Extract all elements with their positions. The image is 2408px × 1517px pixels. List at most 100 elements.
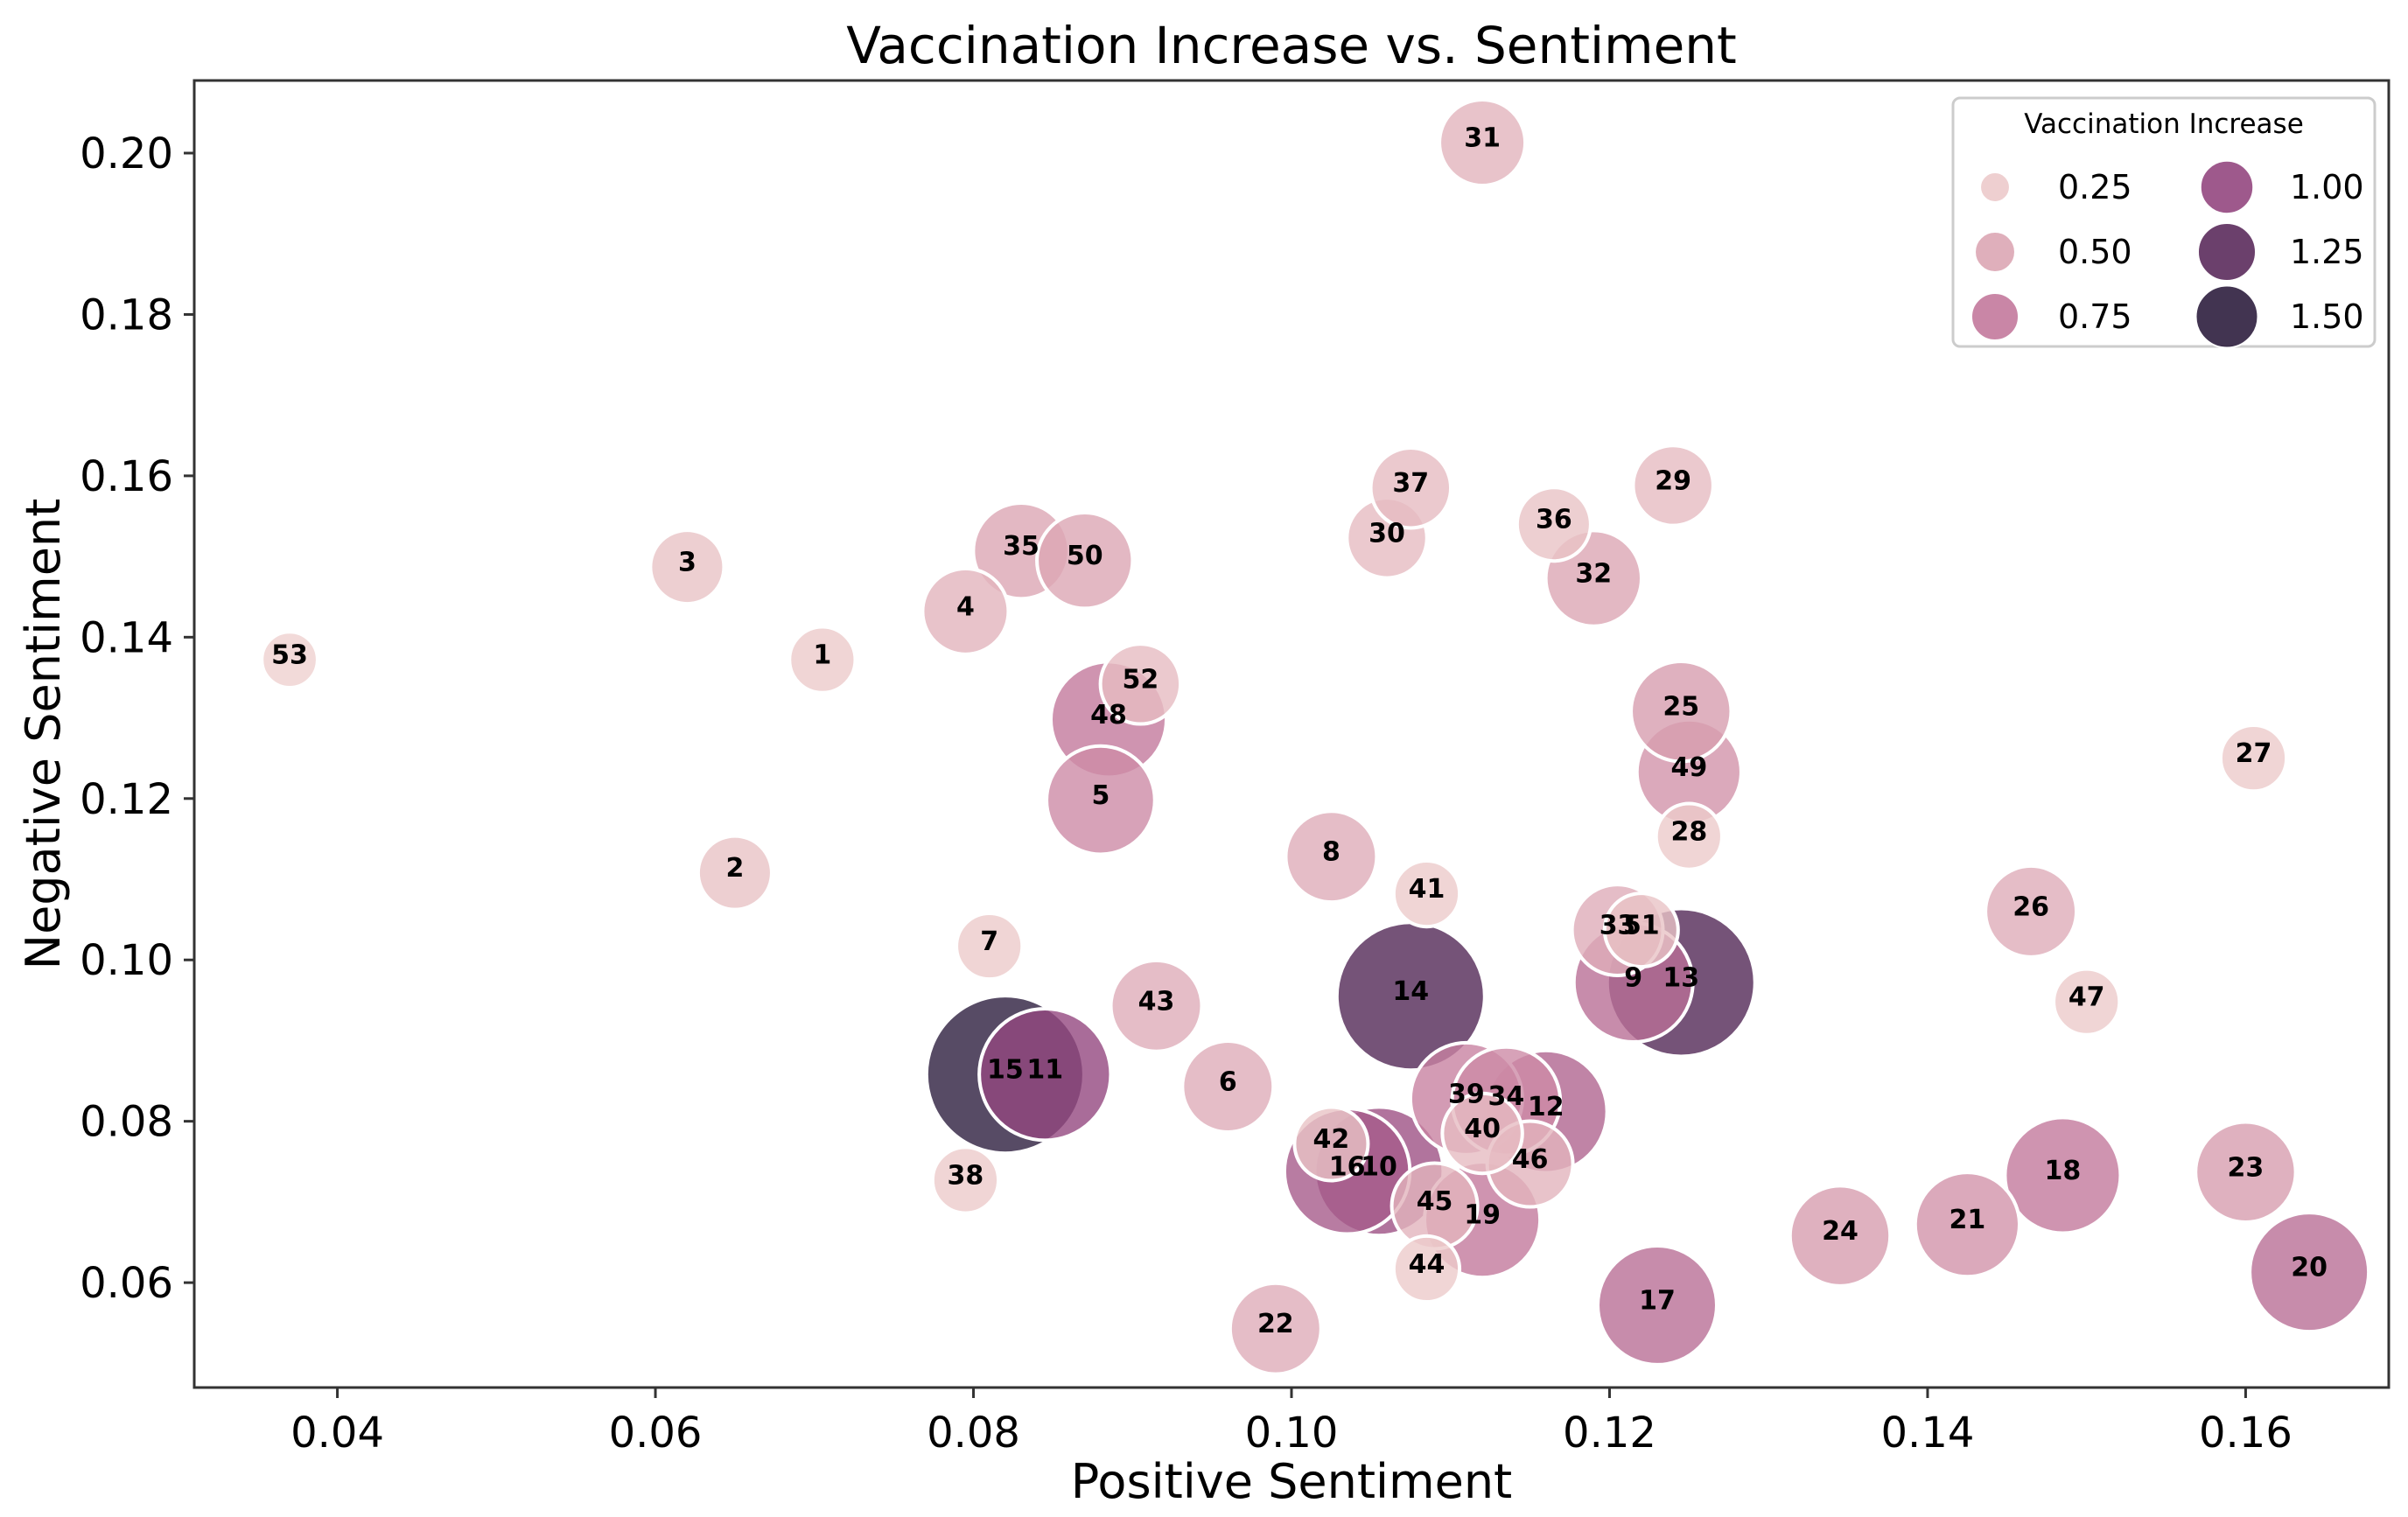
- point-label-33: 33: [1600, 911, 1636, 941]
- y-tick-label: 0.18: [80, 290, 173, 339]
- x-tick-label: 0.04: [290, 1409, 384, 1458]
- legend-marker-1.00: [2199, 159, 2255, 215]
- data-point-7: [955, 911, 1025, 982]
- data-point-26: [1984, 863, 2079, 959]
- data-point-11: [977, 1007, 1113, 1143]
- point-label-21: 21: [1950, 1205, 1986, 1235]
- point-label-46: 46: [1512, 1144, 1549, 1175]
- point-label-13: 13: [1662, 963, 1699, 994]
- data-point-2: [696, 834, 774, 912]
- point-label-1: 1: [813, 640, 831, 671]
- legend-label: 0.75: [2058, 297, 2132, 336]
- data-point-17: [1596, 1243, 1718, 1367]
- point-labels-layer: 1234567891011121314151617181920212223242…: [271, 123, 2328, 1340]
- data-point-23: [2194, 1120, 2298, 1224]
- data-point-53: [260, 630, 319, 690]
- data-point-4: [920, 566, 1011, 656]
- point-label-44: 44: [1409, 1249, 1446, 1280]
- data-point-50: [1035, 511, 1135, 611]
- data-point-40: [1440, 1091, 1524, 1176]
- data-point-21: [1913, 1171, 2021, 1279]
- point-label-50: 50: [1067, 541, 1103, 571]
- point-label-7: 7: [980, 926, 998, 957]
- point-label-27: 27: [2236, 738, 2272, 769]
- y-tick-label: 0.16: [80, 452, 173, 501]
- point-label-31: 31: [1464, 123, 1501, 154]
- point-label-6: 6: [1219, 1067, 1237, 1098]
- data-point-43: [1109, 958, 1204, 1053]
- data-point-27: [2218, 724, 2289, 793]
- point-label-28: 28: [1670, 817, 1707, 848]
- point-label-20: 20: [2291, 1253, 2328, 1283]
- point-label-26: 26: [2012, 891, 2049, 922]
- point-label-8: 8: [1322, 837, 1340, 868]
- point-label-45: 45: [1417, 1186, 1453, 1217]
- point-label-37: 37: [1392, 468, 1429, 499]
- y-axis-label: Negative Sentiment: [16, 499, 71, 970]
- data-point-6: [1180, 1039, 1276, 1134]
- legend-title: Vaccination Increase: [2024, 108, 2304, 140]
- point-label-42: 42: [1313, 1124, 1350, 1155]
- point-label-22: 22: [1257, 1309, 1294, 1339]
- point-label-10: 10: [1361, 1151, 1397, 1182]
- point-label-16: 16: [1329, 1151, 1366, 1182]
- legend-marker-1.50: [2194, 284, 2259, 349]
- legend: Vaccination Increase 0.25 0.50 0.75 1.00 1.2…: [1951, 96, 2376, 349]
- data-point-38: [930, 1145, 1001, 1215]
- data-point-25: [1629, 659, 1733, 764]
- point-label-14: 14: [1392, 976, 1429, 1007]
- point-label-23: 23: [2228, 1152, 2264, 1183]
- point-label-30: 30: [1368, 518, 1405, 549]
- data-point-41: [1391, 858, 1462, 929]
- point-label-11: 11: [1026, 1055, 1063, 1086]
- data-point-5: [1045, 744, 1157, 856]
- point-label-12: 12: [1528, 1092, 1564, 1122]
- data-point-18: [2003, 1115, 2123, 1235]
- point-label-48: 48: [1090, 700, 1127, 731]
- point-label-40: 40: [1464, 1114, 1501, 1144]
- x-tick-label: 0.14: [1881, 1409, 1975, 1458]
- point-label-43: 43: [1138, 986, 1175, 1017]
- data-point-24: [1788, 1184, 1893, 1288]
- points-layer: [260, 98, 2371, 1376]
- y-tick-label: 0.08: [80, 1098, 173, 1147]
- data-point-51: [1602, 891, 1680, 969]
- legend-label: 1.50: [2290, 297, 2364, 336]
- data-point-52: [1098, 642, 1183, 726]
- data-point-28: [1654, 801, 1724, 871]
- axes: 0.04 0.06 0.08 0.10 0.12 0.14 0.16 0.06 0.08 0.10…: [80, 79, 2390, 1458]
- point-label-4: 4: [956, 591, 975, 622]
- point-label-15: 15: [987, 1055, 1024, 1086]
- point-label-47: 47: [2068, 982, 2105, 1013]
- x-tick-label: 0.06: [609, 1409, 703, 1458]
- data-point-1: [788, 625, 858, 695]
- legend-marker-1.25: [2196, 221, 2258, 283]
- y-tick-label: 0.12: [80, 775, 173, 824]
- y-tick-label: 0.20: [80, 129, 173, 178]
- point-label-51: 51: [1623, 911, 1660, 941]
- point-label-5: 5: [1091, 780, 1110, 811]
- y-tick-label: 0.14: [80, 613, 173, 662]
- x-tick-label: 0.16: [2199, 1409, 2292, 1458]
- point-label-52: 52: [1122, 664, 1158, 695]
- data-point-36: [1515, 486, 1592, 563]
- point-label-18: 18: [2045, 1156, 2082, 1186]
- x-axis-label: Positive Sentiment: [1071, 1454, 1512, 1509]
- legend-label: 1.25: [2290, 233, 2364, 271]
- point-label-17: 17: [1639, 1285, 1676, 1316]
- data-point-3: [648, 528, 726, 606]
- point-label-3: 3: [678, 548, 696, 578]
- point-label-34: 34: [1488, 1081, 1524, 1112]
- legend-marker-0.25: [1979, 171, 2011, 203]
- y-tick-label: 0.10: [80, 936, 173, 985]
- y-tick-label: 0.06: [80, 1259, 173, 1308]
- data-point-42: [1292, 1105, 1370, 1183]
- point-label-35: 35: [1003, 531, 1040, 562]
- data-point-29: [1631, 444, 1715, 528]
- data-point-8: [1284, 809, 1379, 905]
- legend-label: 0.25: [2058, 168, 2132, 206]
- point-label-53: 53: [271, 640, 308, 671]
- data-point-20: [2248, 1211, 2371, 1334]
